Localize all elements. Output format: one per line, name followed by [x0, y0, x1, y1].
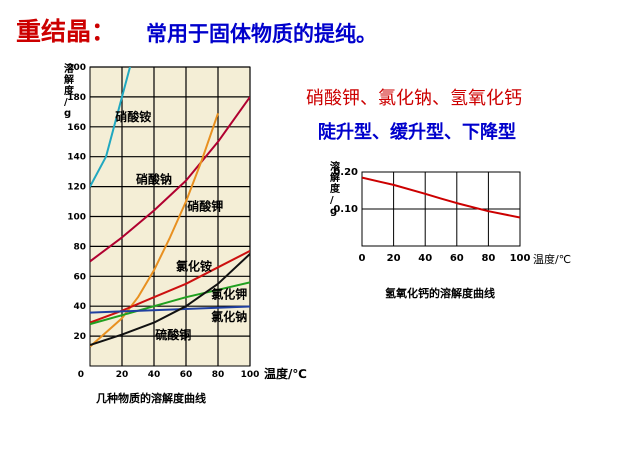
curve-types-list: 陡升型、缓升型、下降型 [318, 122, 516, 143]
series-line-硫酸铜 [90, 253, 250, 347]
chart1-xlabel: 温度/℃ [264, 366, 307, 381]
y-tick-label: 120 [67, 183, 86, 193]
page-title-description: 常用于固体物质的提纯。 [146, 22, 377, 46]
series-label: 硫酸铜 [155, 327, 191, 342]
series-line-curve [362, 176, 520, 219]
series-line-氯化钾 [90, 281, 250, 326]
x-tick-label: 80 [481, 253, 495, 264]
y-tick-label: 0.10 [333, 204, 358, 215]
y-tick-label: 40 [73, 302, 86, 312]
page-title-keyword: 重结晶： [16, 17, 117, 46]
chart1-tick-labels: 20 40 60 80 100 20 40 60 80 100 120 140 160 180 200 0 [67, 63, 259, 380]
chart1-series [90, 67, 250, 348]
chart1-ylabel: 溶解度/g [64, 62, 75, 119]
series-line-硝酸钠 [90, 96, 250, 263]
y-tick-label: 0.20 [333, 167, 358, 178]
series-line-氯化铵 [90, 250, 250, 324]
y-tick-label: 140 [67, 153, 86, 163]
x-tick-label: 20 [116, 370, 129, 380]
x-tick-label: 40 [148, 370, 161, 380]
chart2-xlabel: 温度/℃ [533, 252, 571, 266]
x-tick-label: 60 [450, 253, 464, 264]
y-tick-label: 60 [73, 272, 86, 282]
y-tick-label: 160 [67, 123, 86, 133]
x-tick-label: 40 [418, 253, 432, 264]
x-tick-label: 20 [387, 253, 401, 264]
series-line-硝酸铵 [90, 67, 132, 188]
x-tick-label: 100 [241, 370, 260, 380]
y-tick-label: 200 [67, 63, 86, 73]
chart2-series [362, 176, 520, 219]
substances-list: 硝酸钾、氯化钠、氢氧化钙 [306, 88, 522, 109]
plot-border [89, 66, 251, 367]
y-tick-label: 180 [67, 93, 86, 103]
chart2-tick-labels: 0 20 40 60 80 100 0.10 0.20 [333, 167, 530, 264]
y-tick-label: 20 [73, 332, 86, 342]
series-line-氯化钠 [90, 305, 250, 314]
series-label: 硝酸铵 [115, 109, 151, 124]
y-tick-label: 100 [67, 213, 86, 223]
plot-border [361, 171, 521, 247]
origin-label: 0 [78, 370, 84, 380]
series-label: 氯化钠 [211, 309, 247, 324]
x-tick-label: 80 [212, 370, 225, 380]
y-tick-label: 80 [73, 242, 86, 252]
x-tick-label: 100 [510, 253, 531, 264]
series-label: 氯化铵 [176, 258, 212, 273]
x-tick-label: 60 [180, 370, 193, 380]
series-label: 硝酸钾 [187, 199, 223, 214]
series-label: 氯化钾 [211, 287, 247, 302]
chart2-gridlines [361, 171, 521, 247]
x-tick-label: 0 [359, 253, 366, 264]
chart1-caption: 几种物质的溶解度曲线 [96, 391, 206, 405]
series-label: 硝酸钠 [136, 172, 172, 187]
chart2-caption: 氢氧化钙的溶解度曲线 [385, 286, 495, 300]
chart2-ylabel: 溶解度/g [330, 160, 341, 217]
